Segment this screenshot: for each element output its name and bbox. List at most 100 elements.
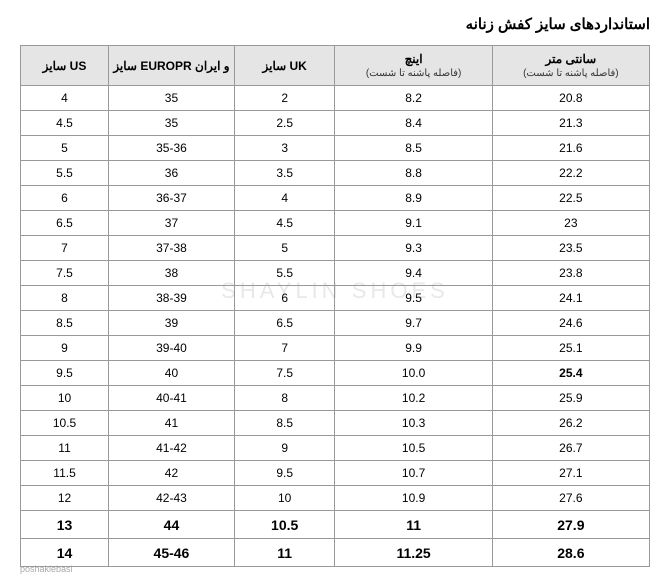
cell-uk: 2 [234, 86, 335, 111]
cell-eu: 42-43 [109, 486, 235, 511]
cell-eu: 36-37 [109, 186, 235, 211]
cell-uk: 9.5 [234, 461, 335, 486]
cell-cm: 22.2 [492, 161, 649, 186]
cell-uk: 6.5 [234, 311, 335, 336]
col-header-in: اینچ(فاصله پاشنه تا شست) [335, 46, 492, 86]
cell-us: 13 [21, 511, 109, 539]
cell-in: 9.1 [335, 211, 492, 236]
cell-cm: 23.5 [492, 236, 649, 261]
table-row: 6.5374.59.123 [21, 211, 650, 236]
table-row: 43528.220.8 [21, 86, 650, 111]
cell-us: 6.5 [21, 211, 109, 236]
cell-uk: 5.5 [234, 261, 335, 286]
table-row: 10.5418.510.326.2 [21, 411, 650, 436]
cell-us: 11.5 [21, 461, 109, 486]
cell-cm: 24.6 [492, 311, 649, 336]
cell-eu: 38 [109, 261, 235, 286]
cell-eu: 36 [109, 161, 235, 186]
cell-in: 10.3 [335, 411, 492, 436]
table-container: سایز US سایز EUROPR و ایران سایز UK اینچ… [20, 45, 650, 567]
cell-cm: 28.6 [492, 539, 649, 567]
cell-us: 6 [21, 186, 109, 211]
table-row: 4.5352.58.421.3 [21, 111, 650, 136]
cell-us: 7.5 [21, 261, 109, 286]
cell-in: 10.7 [335, 461, 492, 486]
size-table: سایز US سایز EUROPR و ایران سایز UK اینچ… [20, 45, 650, 567]
cell-us: 10 [21, 386, 109, 411]
cell-uk: 2.5 [234, 111, 335, 136]
cell-in: 8.2 [335, 86, 492, 111]
cell-cm: 23 [492, 211, 649, 236]
cell-uk: 7.5 [234, 361, 335, 386]
cell-eu: 40 [109, 361, 235, 386]
cell-us: 11 [21, 436, 109, 461]
cell-cm: 26.2 [492, 411, 649, 436]
cell-uk: 3 [234, 136, 335, 161]
table-row: 636-3748.922.5 [21, 186, 650, 211]
table-row: 1040-41810.225.9 [21, 386, 650, 411]
cell-us: 10.5 [21, 411, 109, 436]
cell-uk: 10 [234, 486, 335, 511]
table-row: 5.5363.58.822.2 [21, 161, 650, 186]
table-body: 43528.220.84.5352.58.421.3535-3638.521.6… [21, 86, 650, 567]
cell-eu: 35 [109, 86, 235, 111]
cell-in: 9.9 [335, 336, 492, 361]
cell-eu: 35-36 [109, 136, 235, 161]
cell-cm: 24.1 [492, 286, 649, 311]
cell-us: 14 [21, 539, 109, 567]
table-row: 11.5429.510.727.1 [21, 461, 650, 486]
table-row: 9.5407.510.025.4 [21, 361, 650, 386]
table-row: 939-4079.925.1 [21, 336, 650, 361]
cell-uk: 11 [234, 539, 335, 567]
cell-in: 10.9 [335, 486, 492, 511]
cell-in: 9.4 [335, 261, 492, 286]
cell-us: 4 [21, 86, 109, 111]
cell-us: 9.5 [21, 361, 109, 386]
cell-in: 8.9 [335, 186, 492, 211]
cell-in: 9.3 [335, 236, 492, 261]
cell-uk: 8.5 [234, 411, 335, 436]
cell-us: 9 [21, 336, 109, 361]
cell-in: 8.5 [335, 136, 492, 161]
cell-in: 10.0 [335, 361, 492, 386]
cell-cm: 26.7 [492, 436, 649, 461]
cell-uk: 4.5 [234, 211, 335, 236]
col-header-eu: سایز EUROPR و ایران [109, 46, 235, 86]
cell-us: 12 [21, 486, 109, 511]
cell-eu: 42 [109, 461, 235, 486]
cell-in: 8.8 [335, 161, 492, 186]
cell-cm: 23.8 [492, 261, 649, 286]
cell-cm: 25.4 [492, 361, 649, 386]
cell-eu: 38-39 [109, 286, 235, 311]
table-row: 838-3969.524.1 [21, 286, 650, 311]
cell-in: 8.4 [335, 111, 492, 136]
cell-in: 11.25 [335, 539, 492, 567]
cell-us: 4.5 [21, 111, 109, 136]
table-row: 1242-431010.927.6 [21, 486, 650, 511]
col-header-us: سایز US [21, 46, 109, 86]
cell-cm: 21.6 [492, 136, 649, 161]
table-row: 1445-461111.2528.6 [21, 539, 650, 567]
cell-eu: 39 [109, 311, 235, 336]
cell-cm: 25.9 [492, 386, 649, 411]
cell-in: 9.5 [335, 286, 492, 311]
cell-us: 5.5 [21, 161, 109, 186]
cell-eu: 39-40 [109, 336, 235, 361]
cell-us: 8.5 [21, 311, 109, 336]
cell-cm: 22.5 [492, 186, 649, 211]
cell-in: 10.2 [335, 386, 492, 411]
cell-eu: 41 [109, 411, 235, 436]
header-row: سایز US سایز EUROPR و ایران سایز UK اینچ… [21, 46, 650, 86]
cell-uk: 7 [234, 336, 335, 361]
cell-eu: 37-38 [109, 236, 235, 261]
page-title: استانداردهای سایز کفش زنانه [20, 15, 650, 33]
table-row: 134410.51127.9 [21, 511, 650, 539]
table-row: 1141-42910.526.7 [21, 436, 650, 461]
cell-cm: 25.1 [492, 336, 649, 361]
cell-uk: 5 [234, 236, 335, 261]
col-header-cm: سانتی متر(فاصله پاشنه تا شست) [492, 46, 649, 86]
cell-cm: 27.6 [492, 486, 649, 511]
cell-us: 8 [21, 286, 109, 311]
cell-in: 10.5 [335, 436, 492, 461]
cell-eu: 35 [109, 111, 235, 136]
